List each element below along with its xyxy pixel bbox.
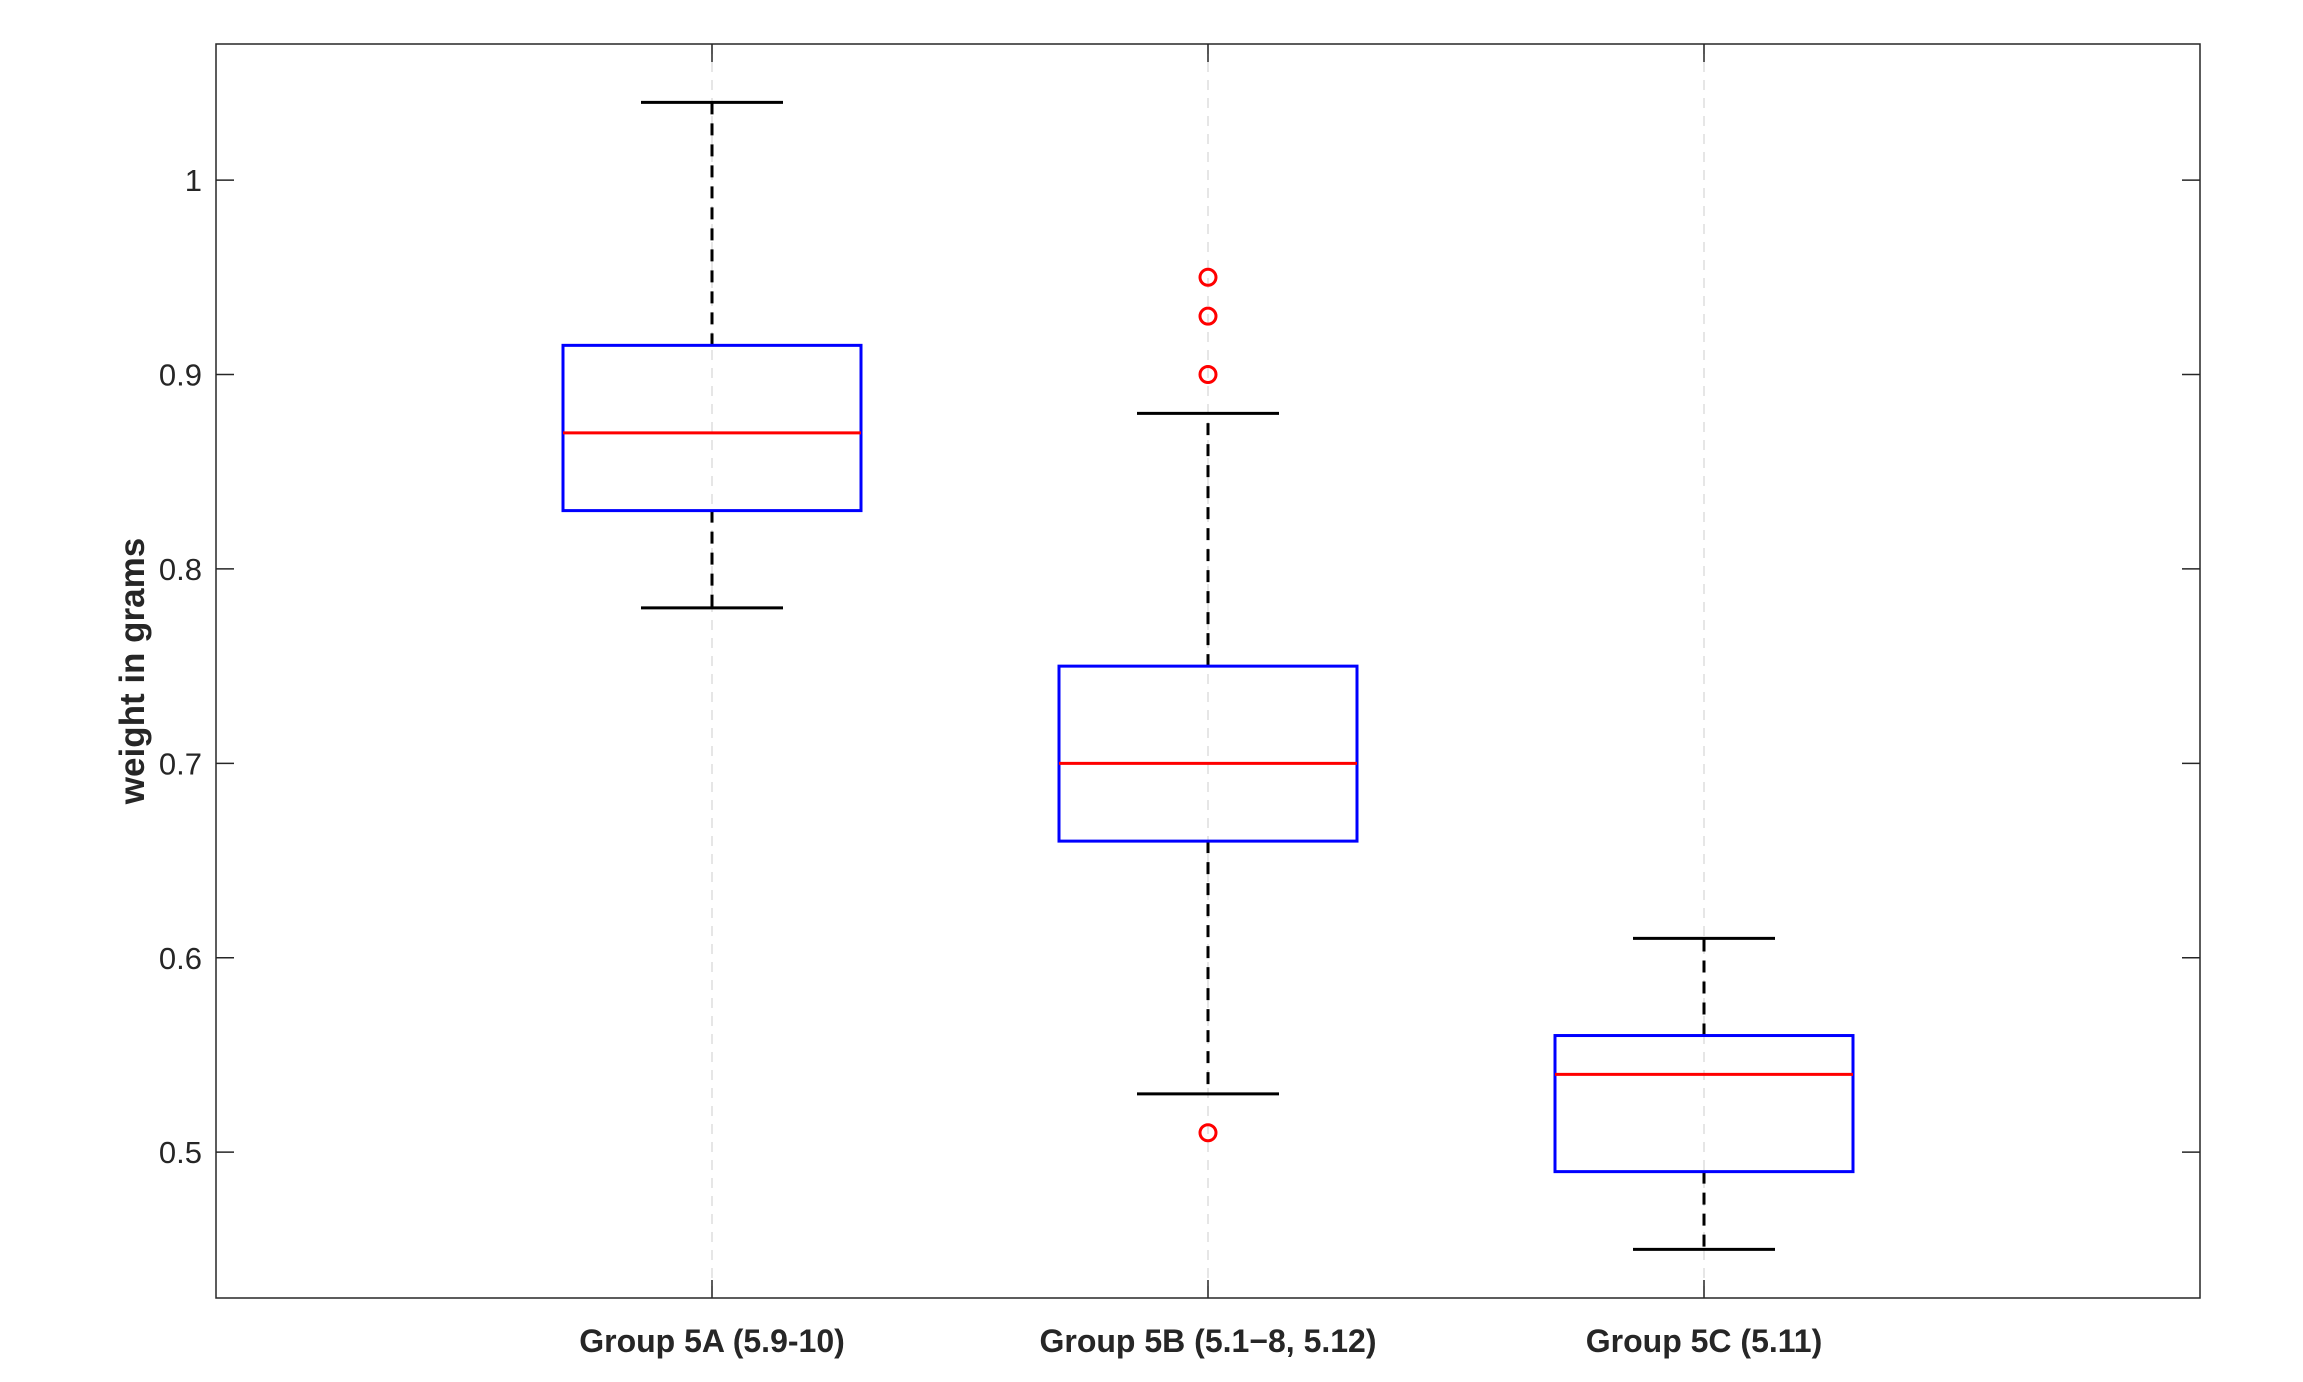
x-tick-label: Group 5C (5.11) [1586, 1323, 1823, 1359]
y-tick-label: 0.6 [159, 941, 202, 976]
y-tick-label: 1 [185, 163, 202, 198]
outlier-point [1198, 267, 1218, 287]
y-tick-label: 0.9 [159, 358, 202, 393]
y-tick-label: 0.7 [159, 746, 202, 781]
iqr-box [561, 343, 863, 513]
boxes [561, 100, 1855, 1251]
axes: 0.5 0.6 0.7 0.8 0.9 1 Group 5A (5.9-10) Group 5… [159, 43, 2201, 1359]
iqr-box [1057, 664, 1359, 843]
box-group [1553, 936, 1855, 1251]
y-tick-label: 0.8 [159, 552, 202, 587]
x-grid [711, 44, 1705, 1298]
y-axis-label: weight in grams [113, 538, 152, 805]
outlier-point [1198, 1123, 1218, 1143]
x-tick-label: Group 5B (5.1−8, 5.12) [1039, 1323, 1376, 1359]
outlier-point [1198, 306, 1218, 326]
y-tick-label: 0.5 [159, 1135, 202, 1170]
outlier-point [1198, 365, 1218, 385]
iqr-box [1553, 1034, 1855, 1174]
x-tick-label: Group 5A (5.9-10) [579, 1323, 845, 1359]
box-group [1057, 267, 1359, 1143]
box-group [561, 100, 863, 610]
